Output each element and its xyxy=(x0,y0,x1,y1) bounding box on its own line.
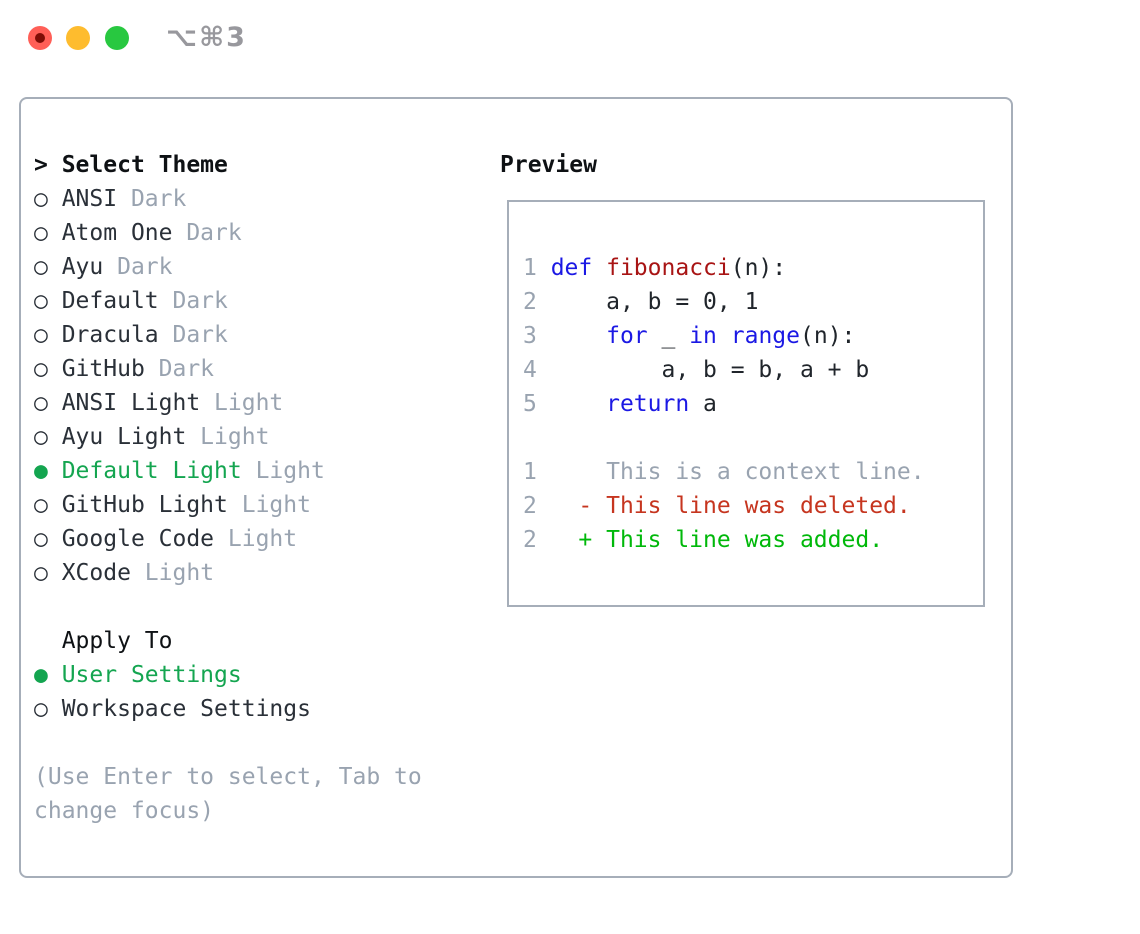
option-label: Workspace Settings xyxy=(61,696,311,722)
option-label: Atom One xyxy=(61,220,173,246)
line-number: 2 xyxy=(523,493,551,519)
theme-variant-label: Light xyxy=(214,526,298,552)
hint-text-line1: (Use Enter to select, Tab to xyxy=(34,764,422,790)
theme-variant-label: Light xyxy=(130,560,215,586)
radio-unselected-icon: ○ xyxy=(34,390,62,416)
theme-option-default[interactable]: ○ Default Dark xyxy=(34,284,422,318)
option-label: Google Code xyxy=(61,526,215,552)
theme-picker-panel: > Select Theme ○ ANSI Dark ○ Atom One Dar… xyxy=(19,97,1013,878)
preview-box: 1 def fibonacci(n): 2 a, b = 0, 1 3 for _ … xyxy=(507,200,985,607)
apply-option-user-settings[interactable]: ● User Settings xyxy=(34,658,422,692)
theme-picker-column: > Select Theme ○ ANSI Dark ○ Atom One Dar… xyxy=(34,148,422,828)
code-line: 3 for _ in range(n): xyxy=(523,323,856,349)
theme-option-github[interactable]: ○ GitHub Dark xyxy=(34,352,422,386)
line-number: 3 xyxy=(523,323,551,349)
theme-option-ansi-light[interactable]: ○ ANSI Light Light xyxy=(34,386,422,420)
theme-variant-label: Light xyxy=(186,424,270,450)
theme-option-google-code[interactable]: ○ Google Code Light xyxy=(34,522,422,556)
diff-line: 1 This is a context line. xyxy=(523,459,925,485)
radio-unselected-icon: ○ xyxy=(34,424,62,450)
radio-unselected-icon: ○ xyxy=(34,220,62,246)
theme-variant-label: Light xyxy=(241,458,325,484)
theme-variant-label: Dark xyxy=(158,322,228,348)
theme-option-xcode[interactable]: ○ XCode Light xyxy=(34,556,422,590)
diff-preview: 1 This is a context line. 2 - This line w… xyxy=(523,455,983,557)
theme-variant-label: Dark xyxy=(144,356,215,382)
minimize-button[interactable] xyxy=(66,26,90,50)
radio-unselected-icon: ○ xyxy=(34,356,62,382)
radio-unselected-icon: ○ xyxy=(34,322,62,348)
apply-to-header: Apply To xyxy=(61,628,173,654)
theme-variant-label: Dark xyxy=(117,186,187,212)
code-line: 2 a, b = 0, 1 xyxy=(523,289,759,315)
focus-caret-icon: > xyxy=(34,152,62,178)
option-label: XCode xyxy=(61,560,131,586)
theme-option-ayu[interactable]: ○ Ayu Dark xyxy=(34,250,422,284)
radio-unselected-icon: ○ xyxy=(34,560,62,586)
code-line: 5 return a xyxy=(523,391,717,417)
unsaved-indicator-dot xyxy=(35,33,45,43)
theme-variant-label: Dark xyxy=(158,288,228,314)
line-number: 1 xyxy=(523,255,551,281)
theme-option-list: ○ ANSI Dark ○ Atom One Dark ○ Ayu Dark ○ De… xyxy=(34,182,422,590)
radio-unselected-icon: ○ xyxy=(34,186,62,212)
diff-line: 2 + This line was added. xyxy=(523,527,884,553)
option-label: Dracula xyxy=(61,322,159,348)
theme-variant-label: Light xyxy=(227,492,311,518)
theme-variant-label: Dark xyxy=(172,220,242,246)
code-line: 4 a, b = b, a + b xyxy=(523,357,870,383)
code-preview: 1 def fibonacci(n): 2 a, b = 0, 1 3 for _ … xyxy=(523,251,983,421)
spacer xyxy=(34,590,422,624)
radio-unselected-icon: ○ xyxy=(34,288,62,314)
hint-text-line2: change focus) xyxy=(34,798,215,824)
close-button[interactable] xyxy=(28,26,52,50)
option-label: Default xyxy=(61,288,159,314)
option-label: Default Light xyxy=(61,458,242,484)
code-line: 1 def fibonacci(n): xyxy=(523,255,787,281)
radio-unselected-icon: ○ xyxy=(34,492,62,518)
select-theme-header: > Select Theme xyxy=(34,148,422,182)
apply-option-workspace-settings[interactable]: ○ Workspace Settings xyxy=(34,692,422,726)
diff-line: 2 - This line was deleted. xyxy=(523,493,911,519)
option-label: ANSI xyxy=(61,186,118,212)
theme-option-github-light[interactable]: ○ GitHub Light Light xyxy=(34,488,422,522)
option-label: GitHub Light xyxy=(61,492,228,518)
option-label: User Settings xyxy=(61,662,242,688)
theme-variant-label: Dark xyxy=(103,254,173,280)
option-label: ANSI Light xyxy=(61,390,201,416)
theme-option-dracula[interactable]: ○ Dracula Dark xyxy=(34,318,422,352)
radio-unselected-icon: ○ xyxy=(34,696,62,722)
apply-to-option-list: ● User Settings ○ Workspace Settings xyxy=(34,658,422,726)
line-number: 4 xyxy=(523,357,551,383)
theme-option-default-light[interactable]: ● Default Light Light xyxy=(34,454,422,488)
radio-unselected-icon: ○ xyxy=(34,254,62,280)
radio-selected-icon: ● xyxy=(34,662,62,688)
line-number: 1 xyxy=(523,459,551,485)
spacer xyxy=(34,726,422,760)
radio-selected-icon: ● xyxy=(34,458,62,484)
select-theme-title: Select Theme xyxy=(61,152,228,178)
line-number: 2 xyxy=(523,289,551,315)
theme-option-ayu-light[interactable]: ○ Ayu Light Light xyxy=(34,420,422,454)
theme-variant-label: Light xyxy=(200,390,284,416)
theme-option-ansi[interactable]: ○ ANSI Dark xyxy=(34,182,422,216)
preview-header: Preview xyxy=(500,152,597,178)
spacer xyxy=(523,421,983,455)
window-title: ⌥⌘3 xyxy=(166,22,247,53)
option-label: GitHub xyxy=(61,356,145,382)
line-number: 2 xyxy=(523,527,551,553)
radio-unselected-icon: ○ xyxy=(34,526,62,552)
option-label: Ayu xyxy=(61,254,104,280)
theme-option-atom-one[interactable]: ○ Atom One Dark xyxy=(34,216,422,250)
zoom-button[interactable] xyxy=(105,26,129,50)
line-number: 5 xyxy=(523,391,551,417)
option-label: Ayu Light xyxy=(61,424,187,450)
